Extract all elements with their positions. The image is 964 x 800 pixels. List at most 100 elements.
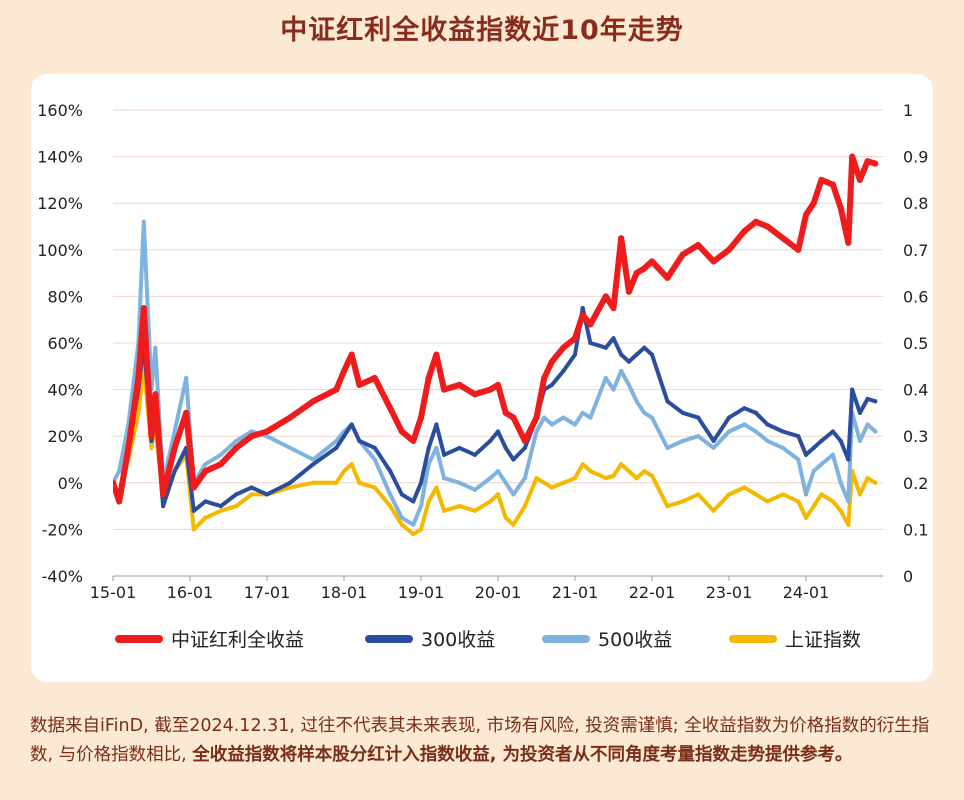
y-left-tick-label: 20% <box>47 427 83 446</box>
series-segment-3 <box>665 499 685 509</box>
series-segment-2 <box>711 429 731 450</box>
series-segment-1 <box>780 429 801 439</box>
series-segment-2 <box>573 410 585 427</box>
series-segment-0 <box>618 235 632 295</box>
series-segment-2 <box>334 429 346 443</box>
series-segment-0 <box>548 344 567 365</box>
series-segment-0 <box>649 258 671 281</box>
series-segment-0 <box>310 386 340 405</box>
y-right-tick-label: 0.4 <box>903 381 928 400</box>
series-segment-3 <box>472 499 493 513</box>
y-right-tick-label: 0.6 <box>903 287 928 306</box>
series-segment-2 <box>680 434 701 443</box>
series-segment-1 <box>753 410 770 427</box>
y-right-tick-label: 0.8 <box>903 194 928 213</box>
series-segment-1 <box>161 469 177 509</box>
series-segment-1 <box>696 415 716 443</box>
series-segment-0 <box>587 293 609 328</box>
y-left-tick-label: 100% <box>37 241 83 260</box>
legend-label: 500收益 <box>598 629 672 651</box>
series-segment-3 <box>496 492 508 520</box>
series-segment-2 <box>434 445 447 481</box>
x-tick-label: 23-01 <box>706 583 753 602</box>
legend-label: 300收益 <box>421 629 495 651</box>
series-segment-1 <box>846 387 855 462</box>
series-segment-3 <box>372 485 393 509</box>
series-segment-0 <box>371 375 394 412</box>
series-segment-2 <box>857 422 870 443</box>
series-segment-1 <box>288 462 316 485</box>
series-segment-3 <box>549 480 566 490</box>
series-segment-1 <box>665 399 685 415</box>
series-segment-3 <box>711 492 731 513</box>
x-tick-label: 20-01 <box>475 583 522 602</box>
series-segment-0 <box>541 358 555 381</box>
series-segment-2 <box>611 369 624 392</box>
series-segment-0 <box>217 444 240 468</box>
series-segment-0 <box>695 242 717 265</box>
series-segment-1 <box>191 499 208 513</box>
y-right-tick-label: 0.3 <box>903 427 928 446</box>
series-segment-1 <box>265 480 293 497</box>
series-segment-3 <box>561 476 577 485</box>
series-segment-1 <box>311 445 339 467</box>
series-segment-1 <box>511 445 527 462</box>
series-segment-3 <box>850 469 862 497</box>
series-segment-3 <box>434 485 447 513</box>
series-segment-0 <box>116 444 132 505</box>
series-segment-3 <box>765 492 785 504</box>
series-segment-2 <box>549 415 566 427</box>
series-segment-1 <box>611 336 624 357</box>
series-segment-0 <box>140 305 155 440</box>
series-segment-3 <box>830 499 843 513</box>
series-segment-0 <box>233 433 255 451</box>
series-segment-1 <box>372 445 393 474</box>
data-point <box>872 160 879 167</box>
series-segment-3 <box>288 480 316 490</box>
series-segment-1 <box>399 492 416 504</box>
series-segment-2 <box>780 445 801 462</box>
y-left-tick-label: -20% <box>42 520 83 539</box>
series-segment-0 <box>287 398 317 421</box>
x-tick-label: 21-01 <box>552 583 599 602</box>
x-tick-label: 22-01 <box>629 583 676 602</box>
series-segment-1 <box>426 422 439 450</box>
series-segment-0 <box>679 242 702 258</box>
series-segment-1 <box>588 341 608 350</box>
y-right-tick-label: 0 <box>903 567 913 586</box>
data-point <box>873 429 878 434</box>
series-segment-0 <box>152 391 167 498</box>
series-segment-3 <box>511 504 527 527</box>
series-segment-0 <box>160 444 178 498</box>
series-segment-1 <box>561 352 577 373</box>
series-segment-2 <box>850 410 862 443</box>
series-segment-0 <box>387 405 405 435</box>
series-segment-1 <box>765 422 785 434</box>
series-segment-1 <box>549 369 566 387</box>
series-segment-0 <box>348 351 363 388</box>
series-segment-1 <box>419 445 431 485</box>
series-segment-0 <box>125 375 142 451</box>
x-tick-label: 19-01 <box>398 583 445 602</box>
series-segment-0 <box>510 414 528 444</box>
series-segment-3 <box>796 499 808 520</box>
series-segment-3 <box>742 485 758 497</box>
data-point <box>873 480 878 485</box>
series-segment-1 <box>388 469 404 497</box>
series-segment-2 <box>372 457 393 497</box>
y-left-tick-label: 40% <box>47 381 83 400</box>
y-left-tick-label: 60% <box>47 334 83 353</box>
series-segment-1 <box>711 415 731 443</box>
series-segment-3 <box>349 462 362 485</box>
series-segment-0 <box>418 375 432 421</box>
chart-title: 中证红利全收益指数近10年走势 <box>280 15 684 46</box>
x-tick-label: 17-01 <box>244 583 291 602</box>
y-left-tick-label: 80% <box>47 287 83 306</box>
series-segment-2 <box>388 492 404 520</box>
series-segment-1 <box>830 429 843 443</box>
line-chart: 160% 140% 120% 100% 80% 60% 40% 20% 0% -20% -40% 1 0… <box>37 101 928 651</box>
series-segment-2 <box>650 415 670 450</box>
footnote-text: 数据来自iFinD, 截至2024.12.31, 过往不代表其未来表现, 市场有… <box>30 716 930 765</box>
series-segment-3 <box>357 480 377 490</box>
series-segment-2 <box>522 429 539 481</box>
